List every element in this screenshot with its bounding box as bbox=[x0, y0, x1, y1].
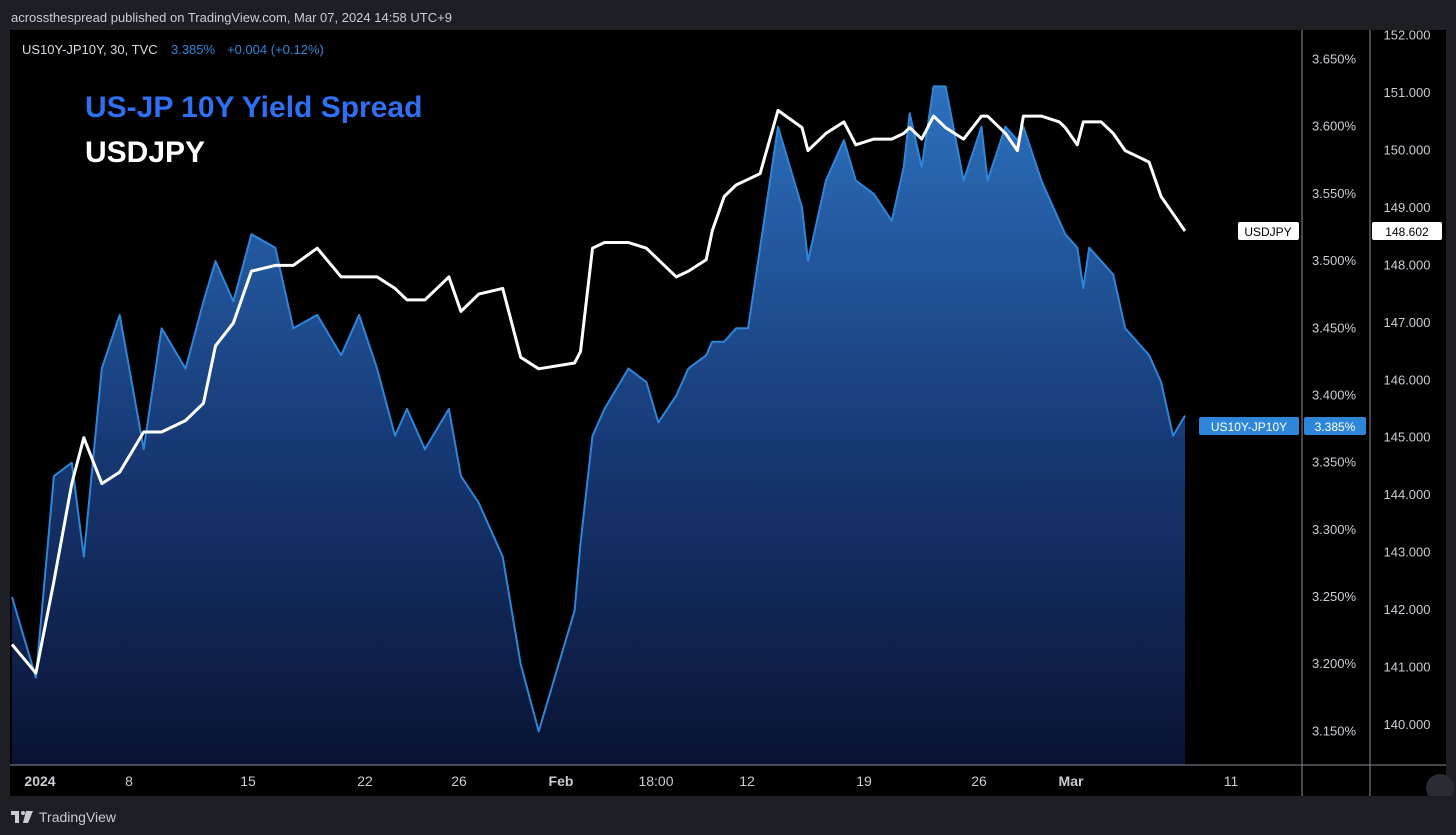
time-axis-tick-label: 8 bbox=[125, 773, 133, 789]
spread-marker: US10Y-JP10Y 3.385% bbox=[1199, 417, 1366, 435]
right-axis-tick-label: 145.000 bbox=[1384, 430, 1431, 445]
time-axis-tick-label: 12 bbox=[739, 773, 755, 789]
right-axis-tick-label: 150.000 bbox=[1384, 143, 1431, 158]
right-axis-tick-label: 149.000 bbox=[1384, 200, 1431, 215]
right-axis-tick-label: 146.000 bbox=[1384, 372, 1431, 387]
publish-line: acrossthespread published on TradingView… bbox=[11, 10, 452, 25]
time-axis-tick-label: 15 bbox=[240, 773, 256, 789]
right-axis-tick-label: 140.000 bbox=[1384, 717, 1431, 732]
right-axis-tick-label: 148.000 bbox=[1384, 257, 1431, 272]
tradingview-logo-icon bbox=[11, 811, 33, 823]
time-axis-tick-label: 11 bbox=[1224, 773, 1239, 789]
left-axis-background bbox=[1302, 30, 1370, 765]
right-axis-tick-label: 142.000 bbox=[1384, 602, 1431, 617]
time-axis-tick-label: Feb bbox=[549, 773, 574, 789]
usdjpy-marker-label: USDJPY bbox=[1244, 225, 1291, 239]
left-axis-tick-label: 3.250% bbox=[1312, 589, 1357, 604]
left-axis-tick-label: 3.200% bbox=[1312, 656, 1357, 671]
usdjpy-marker-value: 148.602 bbox=[1385, 225, 1429, 239]
footer: TradingView bbox=[0, 796, 1456, 835]
spread-marker-label: US10Y-JP10Y bbox=[1211, 420, 1287, 434]
right-axis-tick-label: 143.000 bbox=[1384, 545, 1431, 560]
publish-header: acrossthespread published on TradingView… bbox=[0, 0, 1456, 30]
legend-change: +0.004 (+0.12%) bbox=[227, 42, 324, 57]
brand-name: TradingView bbox=[39, 809, 117, 825]
chart[interactable]: 3.650% 3.600% 3.550% 3.500% 3.450% 3.400% 3.35… bbox=[0, 30, 1456, 796]
time-axis-background bbox=[10, 765, 1446, 796]
time-axis-tick-label: Mar bbox=[1059, 773, 1084, 789]
left-axis-tick-label: 3.550% bbox=[1312, 186, 1357, 201]
title-spread: US-JP 10Y Yield Spread bbox=[85, 91, 422, 124]
time-axis-tick-label: 22 bbox=[357, 773, 373, 789]
usdjpy-marker: USDJPY 148.602 bbox=[1238, 222, 1442, 240]
spread-area bbox=[12, 86, 1185, 765]
spread-line bbox=[11, 85, 1186, 733]
left-axis-tick-label: 3.350% bbox=[1312, 455, 1357, 470]
right-axis-tick-label: 152.000 bbox=[1384, 30, 1431, 43]
left-axis-tick-label: 3.150% bbox=[1312, 723, 1357, 738]
right-axis-tick-label: 147.000 bbox=[1384, 315, 1431, 330]
left-axis-tick-label: 3.400% bbox=[1312, 388, 1357, 403]
tradingview-brand[interactable]: TradingView bbox=[11, 809, 116, 825]
left-axis-tick-label: 3.600% bbox=[1312, 119, 1357, 134]
time-axis-tick-label: 19 bbox=[856, 773, 872, 789]
right-axis-tick-label: 151.000 bbox=[1384, 85, 1431, 100]
legend-symbol: US10Y-JP10Y, 30, TVC bbox=[22, 42, 158, 57]
title-usdjpy: USDJPY bbox=[85, 136, 205, 169]
usdjpy-line bbox=[10, 108, 1187, 675]
left-axis-tick-label: 3.450% bbox=[1312, 320, 1357, 335]
right-axis-tick-label: 144.000 bbox=[1384, 487, 1431, 502]
time-axis-tick-label: 26 bbox=[971, 773, 987, 789]
time-axis-tick-label: 2024 bbox=[24, 773, 55, 789]
left-axis-tick-label: 3.500% bbox=[1312, 253, 1357, 268]
left-axis-tick-label: 3.300% bbox=[1312, 522, 1357, 537]
right-axis-background bbox=[1370, 30, 1446, 765]
right-axis-tick-label: 141.000 bbox=[1384, 659, 1431, 674]
scroll-button[interactable] bbox=[1426, 774, 1454, 796]
left-axis-tick-label: 3.650% bbox=[1312, 52, 1357, 67]
time-axis-tick-label: 18:00 bbox=[638, 773, 673, 789]
spread-marker-value: 3.385% bbox=[1315, 420, 1356, 434]
time-axis-tick-label: 26 bbox=[451, 773, 467, 789]
legend-price: 3.385% bbox=[171, 42, 216, 57]
